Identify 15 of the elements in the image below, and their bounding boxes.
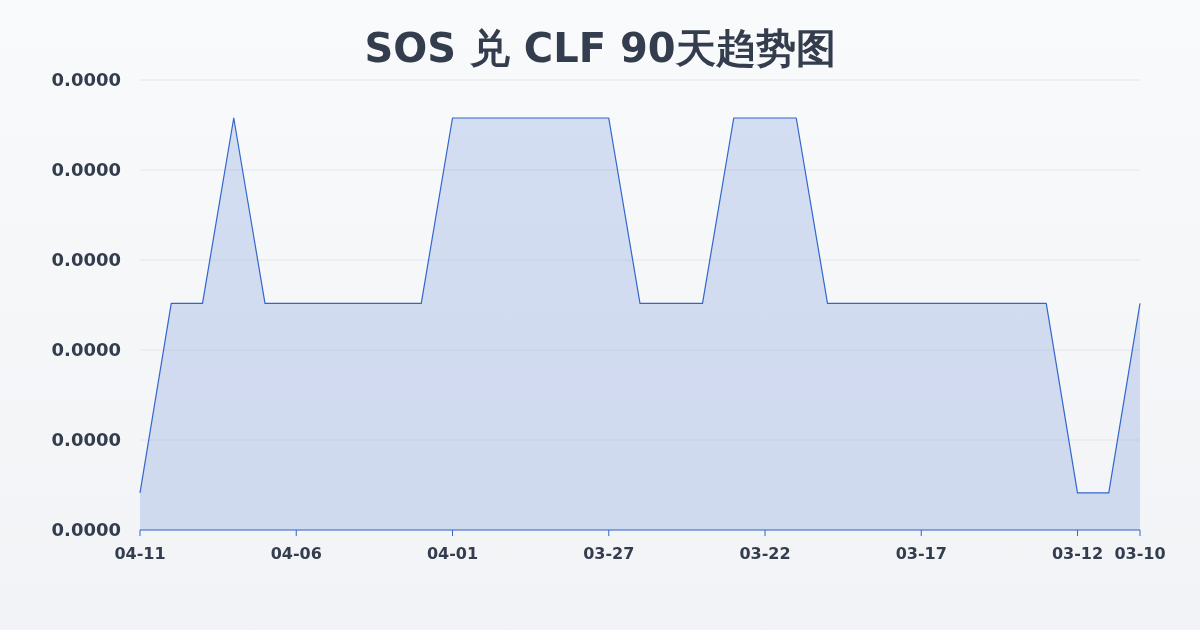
text: 0.0000 [51,519,121,540]
text: 0.0000 [51,339,121,360]
text: 0.0000 [51,249,121,270]
x-tick-label: 04-11 [114,544,166,563]
x-tick-label: 03-12 [1051,544,1104,563]
chart-title: SOS 兑 CLF 90天趋势图 [364,25,836,71]
x-tick-label: 03-17 [895,544,947,563]
x-tick-label: 03-22 [739,544,791,563]
x-tick-label: 03-10 [1114,544,1166,563]
text: 0.0000 [51,69,121,90]
x-tick-label: 04-01 [426,544,479,563]
x-tick-label: 03-27 [583,544,635,563]
x-tick-label: 04-06 [270,544,322,563]
text: 0.0000 [51,159,121,180]
text: 0.0000 [51,429,121,450]
